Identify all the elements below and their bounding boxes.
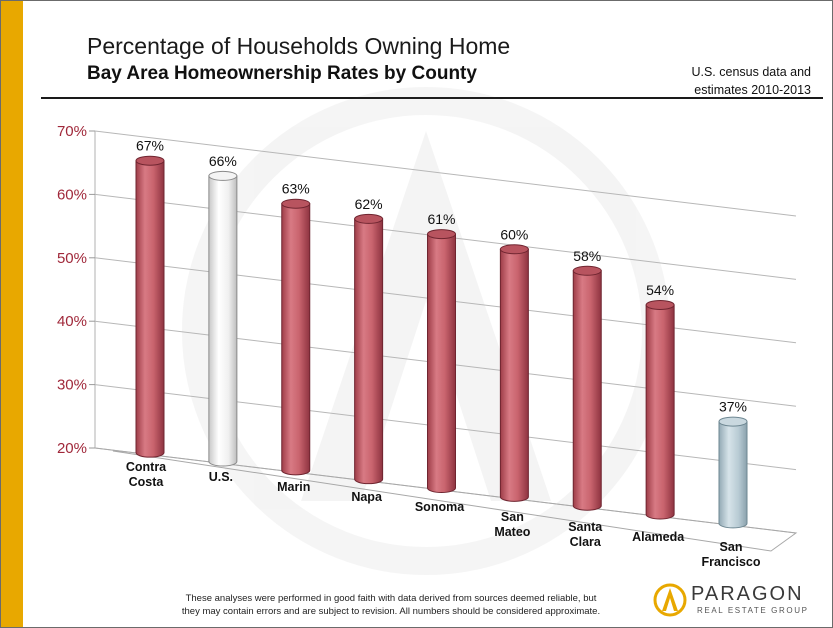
bar-body bbox=[208, 175, 238, 467]
x-tick-label: Santa bbox=[568, 520, 603, 534]
source-note-line: estimates 2010-2013 bbox=[694, 83, 811, 97]
x-tick-label: Contra bbox=[126, 460, 167, 474]
bar-cylinder bbox=[572, 265, 602, 511]
x-tick-label: U.S. bbox=[209, 470, 233, 484]
source-note-line: U.S. census data and bbox=[691, 65, 811, 79]
y-tick-label: 60% bbox=[57, 186, 87, 203]
data-label: 58% bbox=[573, 248, 601, 264]
data-label: 67% bbox=[136, 138, 164, 154]
bar-body bbox=[281, 203, 311, 476]
y-tick-label: 30% bbox=[57, 377, 87, 394]
bar-body bbox=[499, 248, 529, 502]
disclaimer: These analyses were performed in good fa… bbox=[121, 592, 661, 618]
logo-tagline: REAL ESTATE GROUP bbox=[697, 606, 809, 615]
bar-top bbox=[354, 213, 384, 224]
bar-top bbox=[208, 170, 238, 181]
data-label: 60% bbox=[500, 226, 528, 242]
bar-cylinder bbox=[135, 155, 165, 458]
bar-body bbox=[718, 421, 748, 529]
x-tick-label: Mateo bbox=[494, 525, 530, 539]
bar-cylinder bbox=[427, 229, 456, 493]
bar-body bbox=[135, 160, 165, 458]
x-tick-label: Costa bbox=[129, 475, 165, 489]
x-tick-label: Francisco bbox=[701, 555, 760, 569]
bar-top bbox=[427, 229, 456, 240]
bar-body bbox=[427, 233, 456, 493]
y-tick-label: 40% bbox=[57, 313, 87, 330]
x-tick-label: Napa bbox=[351, 490, 383, 504]
data-label: 63% bbox=[282, 181, 310, 197]
bar-top bbox=[281, 198, 311, 209]
company-logo: PARAGON REAL ESTATE GROUP bbox=[651, 579, 831, 623]
data-label: 62% bbox=[355, 196, 383, 212]
x-tick-label: San bbox=[501, 510, 524, 524]
chart-subtitle: Bay Area Homeownership Rates by County bbox=[87, 63, 477, 84]
y-tick-label: 20% bbox=[57, 440, 87, 457]
bar-cylinder bbox=[208, 170, 238, 467]
gridline bbox=[94, 130, 797, 217]
x-tick-label: Clara bbox=[570, 535, 602, 549]
bar-top bbox=[499, 244, 529, 255]
x-tick-label: Sonoma bbox=[415, 500, 465, 514]
title-divider bbox=[41, 97, 823, 99]
disclaimer-line: they may contain errors and are subject … bbox=[181, 606, 601, 617]
x-tick-label: Alameda bbox=[632, 530, 685, 544]
data-label: 61% bbox=[427, 211, 455, 227]
bar-top bbox=[572, 265, 602, 276]
bar-top bbox=[645, 299, 675, 310]
logo-name: PARAGON bbox=[691, 583, 804, 605]
bar-cylinder bbox=[354, 213, 384, 485]
bar-cylinder bbox=[281, 198, 311, 476]
data-label: 54% bbox=[646, 282, 674, 298]
bar-body bbox=[645, 304, 675, 520]
bar-cylinder bbox=[718, 416, 748, 529]
disclaimer-line: These analyses were performed in good fa… bbox=[185, 593, 597, 604]
bar-cylinder bbox=[645, 299, 675, 520]
data-label: 66% bbox=[209, 153, 237, 169]
chart-title: Percentage of Households Owning Home bbox=[87, 33, 511, 59]
bar-top bbox=[135, 155, 165, 166]
source-note: U.S. census data and estimates 2010-2013 bbox=[641, 63, 811, 99]
accent-bar bbox=[1, 1, 23, 627]
bar-cylinder bbox=[499, 244, 529, 502]
x-tick-label: Marin bbox=[277, 480, 310, 494]
y-tick-label: 50% bbox=[57, 250, 87, 267]
bar-body bbox=[354, 218, 384, 485]
x-tick-label: San bbox=[720, 540, 743, 554]
paragon-arrow-icon bbox=[653, 583, 687, 617]
y-tick-label: 70% bbox=[57, 123, 87, 140]
bar-body bbox=[572, 270, 602, 511]
data-label: 37% bbox=[719, 399, 747, 415]
bar-top bbox=[718, 416, 748, 427]
